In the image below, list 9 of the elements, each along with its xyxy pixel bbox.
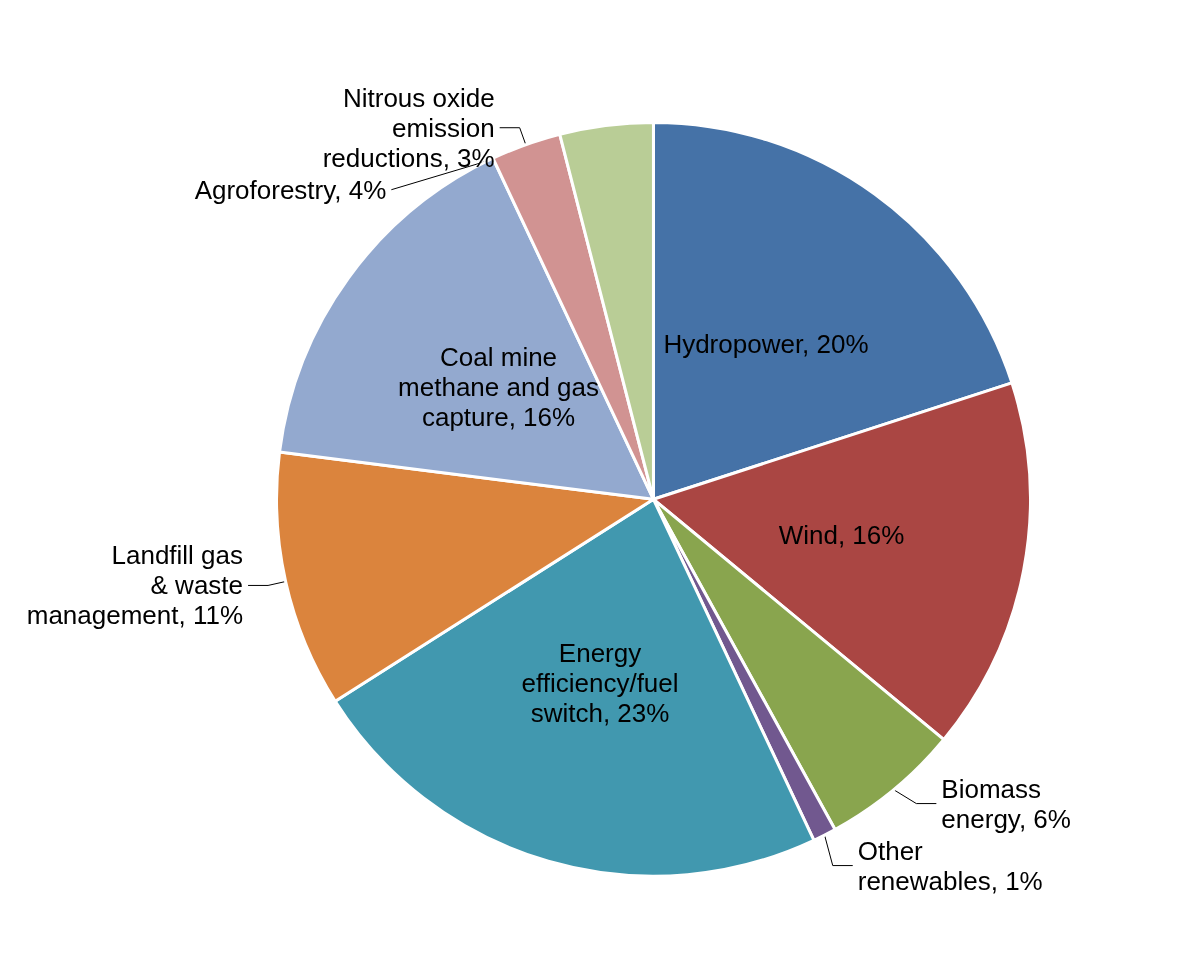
slice-label: Biomass energy, 6% — [941, 773, 1071, 834]
slice-label: Other renewables, 1% — [857, 835, 1043, 896]
slice-label: Coal mine methane and gas capture, 16% — [398, 341, 600, 432]
slice-label: Nitrous oxide emission reductions, 3% — [322, 82, 495, 173]
slice-label: Wind, 16% — [778, 520, 905, 551]
slice-label: Landfill gas & waste management, 11% — [26, 540, 244, 631]
slice-label: Agroforestry, 4% — [194, 174, 387, 205]
slice-label: Hydropower, 20% — [663, 329, 869, 360]
slice-label: Energy efficiency/fuel switch, 23% — [521, 638, 679, 729]
